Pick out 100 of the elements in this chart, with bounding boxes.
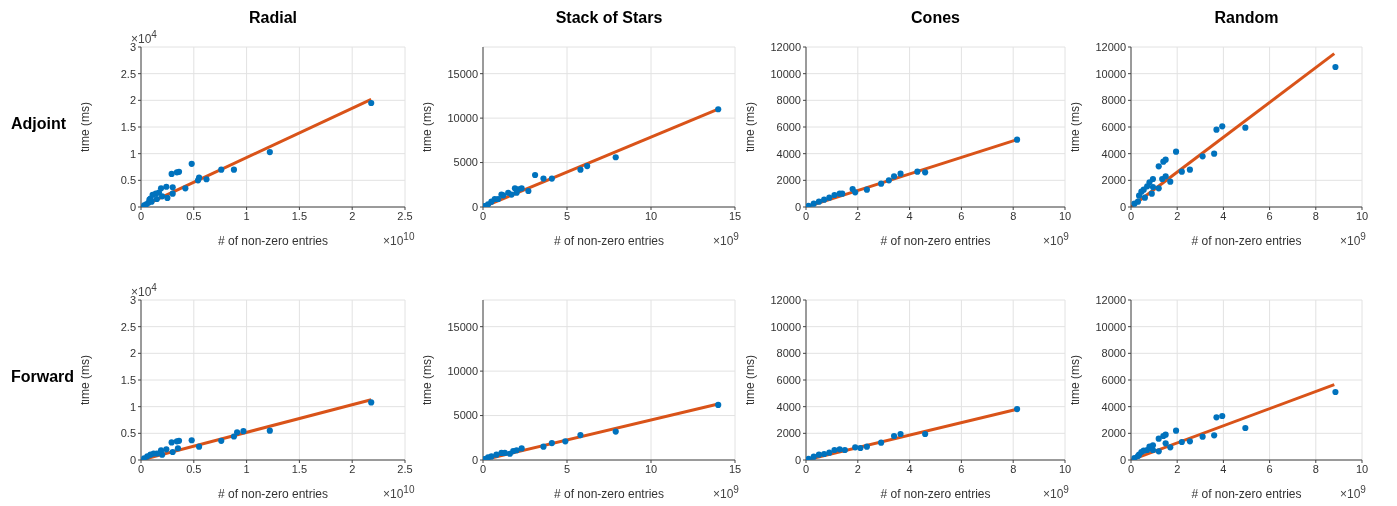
- x-tick-label: 0: [479, 209, 487, 222]
- y-tick-label: 1.5: [120, 373, 136, 386]
- y-axis-title: time (ms): [78, 355, 93, 405]
- y-tick-label: 6000: [776, 120, 801, 133]
- text: Adjoint: [11, 115, 67, 133]
- text: ×10$^{9}$: [1340, 484, 1366, 501]
- x-tick-label: 6: [1266, 209, 1273, 222]
- y-tick-label: 2000: [776, 427, 801, 440]
- y-tick-label: 10000: [1095, 67, 1126, 80]
- y-axis-title: time (ms): [78, 102, 93, 152]
- y-tick-label: 10000: [447, 112, 478, 125]
- y-tick-label: 1: [129, 400, 136, 413]
- y-tick-label: 2000: [776, 174, 801, 187]
- x-axis-title: # of non-zero entries: [217, 487, 329, 501]
- chart-title: Stack of Stars: [554, 9, 664, 27]
- y-tick-label: 2000: [1101, 174, 1126, 187]
- chart-title: Radial: [248, 9, 298, 27]
- text: ×10$^{10}$: [383, 484, 415, 501]
- y-tick-label: 0.5: [120, 427, 136, 440]
- y-tick-label: 8000: [776, 94, 801, 107]
- y-axis-title: time (ms): [420, 102, 435, 152]
- x-tick-label: 0: [802, 462, 810, 475]
- chart-title: Random: [1213, 9, 1280, 27]
- x-tick-label: 1.5: [291, 462, 308, 475]
- x-tick-label: 10: [1355, 462, 1369, 475]
- x-tick-label: 0: [137, 462, 145, 475]
- x-tick-label: 2: [854, 209, 861, 222]
- x-tick-label: 5: [563, 462, 571, 475]
- x-tick-label: 10: [1058, 462, 1072, 475]
- y-tick-label: 1.5: [120, 120, 136, 133]
- y-tick-label: 4000: [1101, 400, 1126, 413]
- y-tick-label: 10000: [770, 320, 801, 333]
- x-tick-label: 2: [1174, 209, 1181, 222]
- x-tick-label: 5: [563, 209, 571, 222]
- x-axis-title: # of non-zero entries: [1191, 234, 1302, 248]
- text: ×10$^{10}$: [383, 231, 415, 248]
- y-tick-label: 5000: [453, 156, 478, 169]
- y-axis-title: time (ms): [1068, 102, 1083, 152]
- x-tick-label: 2: [349, 462, 356, 475]
- y-tick-label: 12000: [1095, 293, 1126, 306]
- chart-title: Cones: [910, 9, 961, 27]
- x-tick-label: 1.5: [291, 209, 308, 222]
- x-axis-title: # of non-zero entries: [553, 234, 665, 248]
- x-tick-label: 8: [1312, 462, 1319, 475]
- y-tick-label: 10000: [447, 365, 478, 378]
- y-tick-label: 0: [1119, 200, 1126, 213]
- y-tick-label: 0: [471, 453, 478, 466]
- x-tick-label: 1: [243, 462, 250, 475]
- x-tick-label: 0: [137, 209, 145, 222]
- x-tick-label: 15: [728, 209, 742, 222]
- y-axis-title: time (ms): [1068, 355, 1083, 405]
- x-tick-label: 15: [728, 462, 742, 475]
- y-tick-label: 2: [129, 347, 136, 360]
- y-tick-label: 10000: [1095, 320, 1126, 333]
- x-axis-title: # of non-zero entries: [217, 234, 329, 248]
- x-axis-title: # of non-zero entries: [1191, 487, 1302, 501]
- y-tick-label: 15000: [447, 67, 478, 80]
- x-axis-title: # of non-zero entries: [880, 234, 991, 248]
- x-tick-label: 8: [1312, 209, 1319, 222]
- y-tick-label: 6000: [776, 373, 801, 386]
- y-tick-label: 12000: [770, 293, 801, 306]
- x-tick-label: 10: [1058, 209, 1072, 222]
- x-tick-label: 0: [1127, 462, 1135, 475]
- y-tick-label: 4000: [776, 400, 801, 413]
- x-tick-label: 0: [1127, 209, 1135, 222]
- x-tick-label: 2: [1174, 462, 1181, 475]
- text: ×10$^{9}$: [1043, 484, 1069, 501]
- y-tick-label: 6000: [1101, 373, 1126, 386]
- y-tick-label: 8000: [1101, 347, 1126, 360]
- x-tick-label: 10: [644, 462, 658, 475]
- y-tick-label: 8000: [1101, 94, 1126, 107]
- x-tick-label: 10: [1355, 209, 1369, 222]
- x-tick-label: 2: [854, 462, 861, 475]
- text: ×10$^{9}$: [713, 484, 739, 501]
- text: Forward: [11, 368, 75, 386]
- y-tick-label: 4000: [1101, 147, 1126, 160]
- y-tick-label: 0: [471, 200, 478, 213]
- y-axis-title: time (ms): [420, 355, 435, 405]
- text: ×10$^{9}$: [713, 231, 739, 248]
- y-tick-label: 0: [794, 453, 801, 466]
- x-tick-label: 4: [906, 462, 913, 475]
- x-tick-label: 1: [243, 209, 250, 222]
- y-axis-title: time (ms): [743, 102, 758, 152]
- y-tick-label: 0: [129, 200, 136, 213]
- y-tick-label: 0.5: [120, 174, 136, 187]
- text: ×10$^{9}$: [1340, 231, 1366, 248]
- y-tick-label: 5000: [453, 409, 478, 422]
- x-tick-label: 0: [802, 209, 810, 222]
- y-tick-label: 12000: [770, 40, 801, 53]
- y-tick-label: 0: [794, 200, 801, 213]
- y-tick-label: 12000: [1095, 40, 1126, 53]
- y-tick-label: 10000: [770, 67, 801, 80]
- y-tick-label: 0: [129, 453, 136, 466]
- y-tick-label: 2000: [1101, 427, 1126, 440]
- x-tick-label: 2: [349, 209, 356, 222]
- y-axis-title: time (ms): [743, 355, 758, 405]
- x-tick-label: 0.5: [186, 462, 202, 475]
- x-tick-label: 2.5: [397, 462, 413, 475]
- x-tick-label: 10: [644, 209, 658, 222]
- y-tick-label: 8000: [776, 347, 801, 360]
